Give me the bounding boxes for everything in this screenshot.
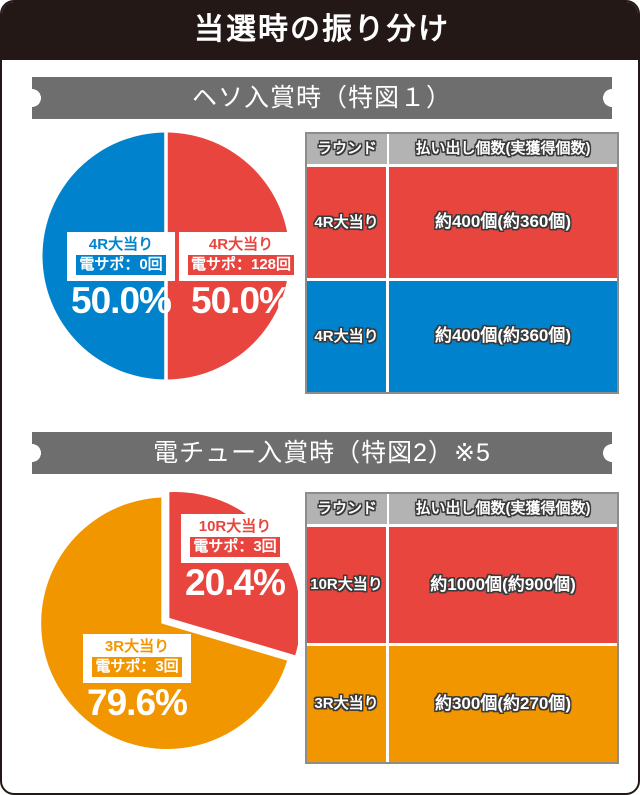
table-row: 3R大当り 約300個 (約270個) [307, 646, 617, 762]
pie-label-4r-densapo-0: 4R大当り 電サポ：0回 50.0% [62, 232, 180, 321]
pie-slice-3r-densapo-3 [41, 497, 288, 750]
payout-main: 約400個 [434, 326, 498, 346]
section-header-heso: ヘソ入賞時（特図１） [32, 77, 612, 119]
table-cell-round: 3R大当り [307, 646, 389, 762]
pie-label-percent: 50.0% [191, 279, 292, 321]
pie-label-chip: 3R大当り 電サポ：3回 [83, 634, 191, 683]
pie-label-support: 電サポ：3回 [190, 536, 280, 557]
table-row: 4R大当り 約400個 (約360個) [307, 281, 617, 392]
payout-sub: (約360個) [497, 326, 572, 346]
table-row: 4R大当り 約400個 (約360個) [307, 167, 617, 281]
table-cell-round: 4R大当り [307, 167, 389, 278]
table-cell-round: 4R大当り [307, 281, 389, 392]
panel-title-bar: 当選時の振り分け [2, 2, 638, 60]
payout-table-denchu: ラウンド 払い出し個数(実獲得個数) 10R大当り 約1000個 (約900個)… [305, 492, 619, 764]
payout-main: 約1000個 [430, 574, 503, 594]
pie-label-support: 電サポ：3回 [92, 656, 182, 677]
table-header-row: ラウンド 払い出し個数(実獲得個数) [307, 134, 617, 167]
payout-sub: (約270個) [497, 693, 572, 713]
pie-label-percent: 20.4% [185, 561, 286, 603]
table-cell-payout: 約400個 (約360個) [389, 167, 617, 278]
pie-label-chip: 4R大当り 電サポ：0回 [67, 232, 175, 281]
table-header-row: ラウンド 払い出し個数(実獲得個数) [307, 494, 617, 527]
table-header-round: ラウンド [307, 134, 389, 164]
pie-label-10r-densapo-3: 10R大当り 電サポ：3回 20.4% [174, 514, 296, 603]
pie-label-round: 4R大当り [208, 236, 274, 253]
table-row: 10R大当り 約1000個 (約900個) [307, 527, 617, 646]
pie-label-support: 電サポ：128回 [187, 254, 295, 275]
payout-sub: (約360個) [497, 212, 572, 232]
pie-label-4r-densapo-128: 4R大当り 電サポ：128回 50.0% [178, 232, 304, 321]
table-header-payout: 払い出し個数(実獲得個数) [389, 494, 617, 524]
pie-label-percent: 79.6% [87, 681, 188, 723]
pie-label-support: 電サポ：0回 [76, 254, 166, 275]
table-header-round: ラウンド [307, 494, 389, 524]
pie-label-3r-densapo-3: 3R大当り 電サポ：3回 79.6% [72, 634, 202, 723]
payout-sub: (約900個) [502, 574, 576, 594]
pie-label-round: 4R大当り [88, 236, 154, 253]
table-cell-payout: 約300個 (約270個) [389, 646, 617, 762]
payout-table-heso: ラウンド 払い出し個数(実獲得個数) 4R大当り 約400個 (約360個) 4… [305, 132, 619, 394]
table-header-payout: 払い出し個数(実獲得個数) [389, 134, 617, 164]
table-cell-payout: 約1000個 (約900個) [389, 527, 617, 643]
pie-label-percent: 50.0% [71, 279, 172, 321]
section-header-label: ヘソ入賞時（特図１） [191, 83, 452, 112]
payout-main: 約300個 [434, 693, 498, 713]
page-title: 当選時の振り分け [194, 13, 450, 46]
pie-label-chip: 4R大当り 電サポ：128回 [178, 232, 304, 281]
pie-label-round: 3R大当り [104, 638, 170, 655]
section-header-denchu: 電チュー入賞時（特図2）※5 [32, 432, 612, 474]
table-cell-round: 10R大当り [307, 527, 389, 643]
table-cell-payout: 約400個 (約360個) [389, 281, 617, 392]
payout-main: 約400個 [434, 212, 498, 232]
section-header-label: 電チュー入賞時（特図2）※5 [153, 438, 491, 467]
pie-label-round: 10R大当り [198, 518, 272, 535]
pie-label-chip: 10R大当り 電サポ：3回 [181, 514, 289, 563]
